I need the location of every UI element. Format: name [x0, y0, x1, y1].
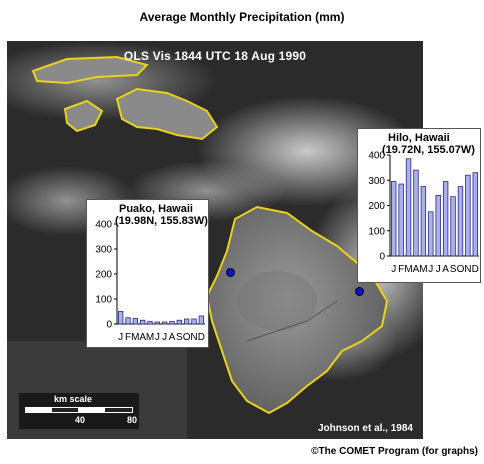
puako-bar-9: [176, 319, 183, 325]
hilo-month-label-4: A: [413, 264, 420, 275]
page-title: Average Monthly Precipitation (mm): [139, 10, 345, 24]
puako-bar-8: [169, 321, 175, 325]
hilo-location-marker: [355, 287, 364, 296]
hilo-bar-12: [472, 172, 478, 257]
puako-bar-4: [139, 319, 146, 325]
puako-month-label-12: D: [198, 332, 205, 343]
hilo-bar-5: [420, 186, 427, 257]
hilo-bar-10: [457, 186, 464, 257]
puako-month-label-3: M: [131, 332, 139, 343]
image-caption: OLS Vis 1844 UTC 18 Aug 1990: [123, 49, 307, 63]
puako-month-label-11: N: [190, 332, 197, 343]
puako-location-marker: [226, 268, 235, 277]
puako-y-tick-label: 100: [95, 295, 112, 306]
hilo-bar-11: [465, 174, 471, 257]
puako-bar-12: [198, 315, 205, 325]
hilo-y-tick-label: 400: [368, 151, 385, 162]
puako-bar-7: [161, 321, 168, 325]
puako-month-label-4: A: [139, 332, 146, 343]
hilo-month-label-12: D: [472, 264, 479, 275]
hilo-month-label-11: N: [464, 264, 471, 275]
puako-chart-title: Puako, Hawaii: [119, 203, 193, 215]
hilo-month-label-7: J: [436, 264, 441, 275]
puako-bar-1: [117, 311, 124, 325]
puako-month-label-7: J: [162, 332, 167, 343]
puako-chart-panel: Puako, Hawaii (19.98N, 155.83W) 0 100 200 3…: [86, 199, 209, 348]
puako-bar-2: [125, 317, 131, 325]
hilo-month-label-9: S: [450, 264, 457, 275]
puako-y-tick-label: 0: [106, 320, 112, 331]
scale-tick-40: 40: [75, 415, 86, 425]
puako-y-tick-label: 300: [95, 245, 112, 256]
hilo-bar-9: [450, 196, 456, 257]
footer-credit: ©The COMET Program (for graphs): [311, 446, 478, 457]
hilo-y-tick-label: 100: [368, 226, 385, 237]
puako-y-tick-label: 200: [95, 270, 112, 281]
puako-bar-10: [183, 318, 190, 325]
hilo-month-label-8: A: [442, 264, 449, 275]
hilo-bar-1: [391, 181, 397, 257]
hilo-y-tick-label: 300: [368, 176, 385, 187]
hilo-bar-6: [428, 211, 434, 257]
scale-label: km scale: [54, 394, 93, 404]
hilo-month-label-1: J: [391, 264, 396, 275]
scale-tick-80: 80: [127, 415, 138, 425]
hilo-chart-subtitle: (19.72N, 155.07W): [382, 144, 475, 156]
puako-month-label-10: O: [183, 332, 191, 343]
puako-month-label-1: J: [118, 332, 123, 343]
hilo-y-tick-label: 200: [368, 201, 385, 212]
hilo-bar-7: [435, 195, 441, 257]
source-credit: Johnson et al., 1984: [317, 423, 413, 434]
hilo-month-label-6: J: [428, 264, 433, 275]
hilo-month-label-5: M: [419, 264, 427, 275]
hilo-chart-panel: Hilo, Hawaii (19.72N, 155.07W) 0 100 200 30…: [357, 128, 481, 283]
puako-month-label-8: A: [169, 332, 176, 343]
hilo-bar-3: [405, 158, 412, 257]
hilo-bar-4: [413, 169, 419, 257]
puako-month-label-2: F: [125, 332, 131, 343]
km-scale: km scale 40 80: [19, 393, 139, 429]
puako-bar-3: [132, 318, 139, 325]
hilo-month-label-10: O: [457, 264, 465, 275]
puako-bar-11: [191, 318, 197, 325]
hilo-chart-title: Hilo, Hawaii: [388, 132, 450, 144]
puako-chart-subtitle: (19.98N, 155.83W): [115, 215, 208, 227]
hilo-bar-8: [442, 181, 449, 257]
puako-bar-6: [154, 321, 161, 325]
puako-month-label-6: J: [155, 332, 160, 343]
puako-y-tick-label: 400: [95, 220, 112, 231]
scale-bar: [25, 407, 133, 413]
puako-month-label-9: S: [176, 332, 183, 343]
hilo-month-label-3: M: [404, 264, 412, 275]
puako-month-label-5: M: [146, 332, 154, 343]
puako-bar-5: [147, 321, 153, 325]
hilo-bar-2: [398, 183, 404, 257]
hilo-y-tick-label: 0: [379, 252, 385, 263]
hilo-month-label-2: F: [398, 264, 404, 275]
